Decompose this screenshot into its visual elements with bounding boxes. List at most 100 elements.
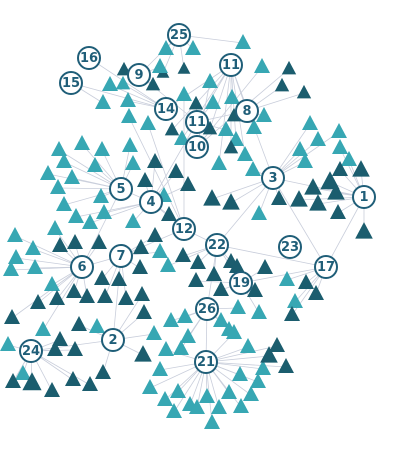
hub-edge [70,82,167,110]
leaf-node-teal [230,299,246,314]
leaf-node-teal [331,123,347,138]
leaf-node-teal [287,293,303,308]
leaf-node-teal [35,321,51,336]
leaf-node-dark [132,259,148,274]
hub-node: 9 [127,63,151,87]
leaf-node-teal [170,383,186,398]
leaf-node-teal [125,155,141,170]
hub-circle [154,97,178,121]
leaf-node-teal [87,157,103,172]
hub-node: 12 [172,217,196,241]
leaf-node-dark [145,76,161,91]
leaf-node-teal [250,373,266,388]
leaf-node-teal [292,141,308,156]
hub-label: 23 [281,240,299,255]
hub-node: 2 [101,328,125,352]
hub-node: 5 [109,177,133,201]
leaf-node-teal [94,141,110,156]
leaf-node-dark [97,288,113,303]
leaf-node-dark [247,282,263,297]
leaf-node-teal [302,115,318,130]
leaf-node-teal [255,360,271,375]
leaf-node-dark [147,153,163,168]
leaf-node-teal [199,388,215,403]
leaf-node-teal [82,214,98,229]
leaf-node-teal [341,151,357,166]
leaf-node-teal [332,139,348,154]
leaf-node-dark [190,254,206,269]
hub-circle [194,350,218,374]
leaf-node-teal [310,131,326,146]
hub-node: 16 [77,46,101,70]
leaf-node-teal [40,165,56,180]
leaf-node-teal [202,73,218,88]
leaf-node-dark [308,285,324,300]
hub-node: 3 [261,166,285,190]
hub-edge [240,266,327,284]
hub-edge [325,196,365,268]
leaf-node-teal [232,366,248,381]
leaf-node-teal [8,249,24,264]
leaf-node-teal [166,403,182,418]
hub-label: 26 [198,302,216,317]
leaf-node-teal [224,89,240,104]
hub-label: 15 [62,76,80,91]
hub-circle [219,53,243,77]
leaf-node-teal [256,107,272,122]
hub-label: 17 [317,260,335,275]
hub-node: 1 [352,185,376,209]
leaf-node-teal [142,379,158,394]
leaf-node-teal [185,40,201,55]
leaf-node-dark [320,171,340,190]
leaf-node-dark [168,163,184,178]
leaf-node-teal [213,312,229,327]
leaf-node-teal [235,34,251,49]
hub-node: 8 [235,99,259,123]
leaf-edge [75,201,152,218]
leaf-node-teal [102,76,118,91]
hub-label: 3 [268,171,277,186]
leaf-node-dark [137,172,153,187]
hub-circle [235,99,259,123]
hub-node: 6 [70,255,94,279]
leaf-node-teal [25,240,41,255]
leaf-node-dark [82,376,98,391]
leaf-node-dark [222,193,240,210]
leaf-edge [147,123,185,230]
hub-circle [261,166,285,190]
leaf-node-layer [0,34,373,429]
leaf-node-dark [271,190,287,205]
leaf-node-teal [51,141,67,156]
hub-label: 19 [232,276,250,291]
leaf-node-teal [152,58,168,73]
leaf-node-teal [221,384,237,399]
leaf-node-dark [284,306,300,321]
hub-edge [216,244,327,268]
leaf-node-dark [202,120,218,135]
leaf-edge [14,235,83,268]
hub-circle [109,244,133,268]
leaf-edge [218,64,232,165]
hub-node: 26 [195,297,219,321]
leaf-node-teal [125,213,141,228]
leaf-node-dark [133,239,149,254]
hub-circle [70,255,94,279]
hub-node: 19 [229,271,253,295]
hub-node: 22 [205,233,229,257]
hub-edge [272,177,327,268]
leaf-edge [128,116,185,230]
hub-circle [195,297,219,321]
leaf-node-teal [233,398,249,413]
leaf-node-teal [146,325,162,340]
leaf-node-teal [177,308,193,323]
hub-node: 24 [19,339,43,363]
hub-label: 24 [22,344,40,359]
leaf-node-teal [95,94,111,109]
leaf-node-teal [160,257,176,272]
hub-label: 11 [222,58,240,73]
leaf-node-dark [111,271,127,286]
leaf-node-teal [56,153,72,168]
leaf-node-dark [188,272,204,287]
leaf-node-teal [3,261,19,276]
